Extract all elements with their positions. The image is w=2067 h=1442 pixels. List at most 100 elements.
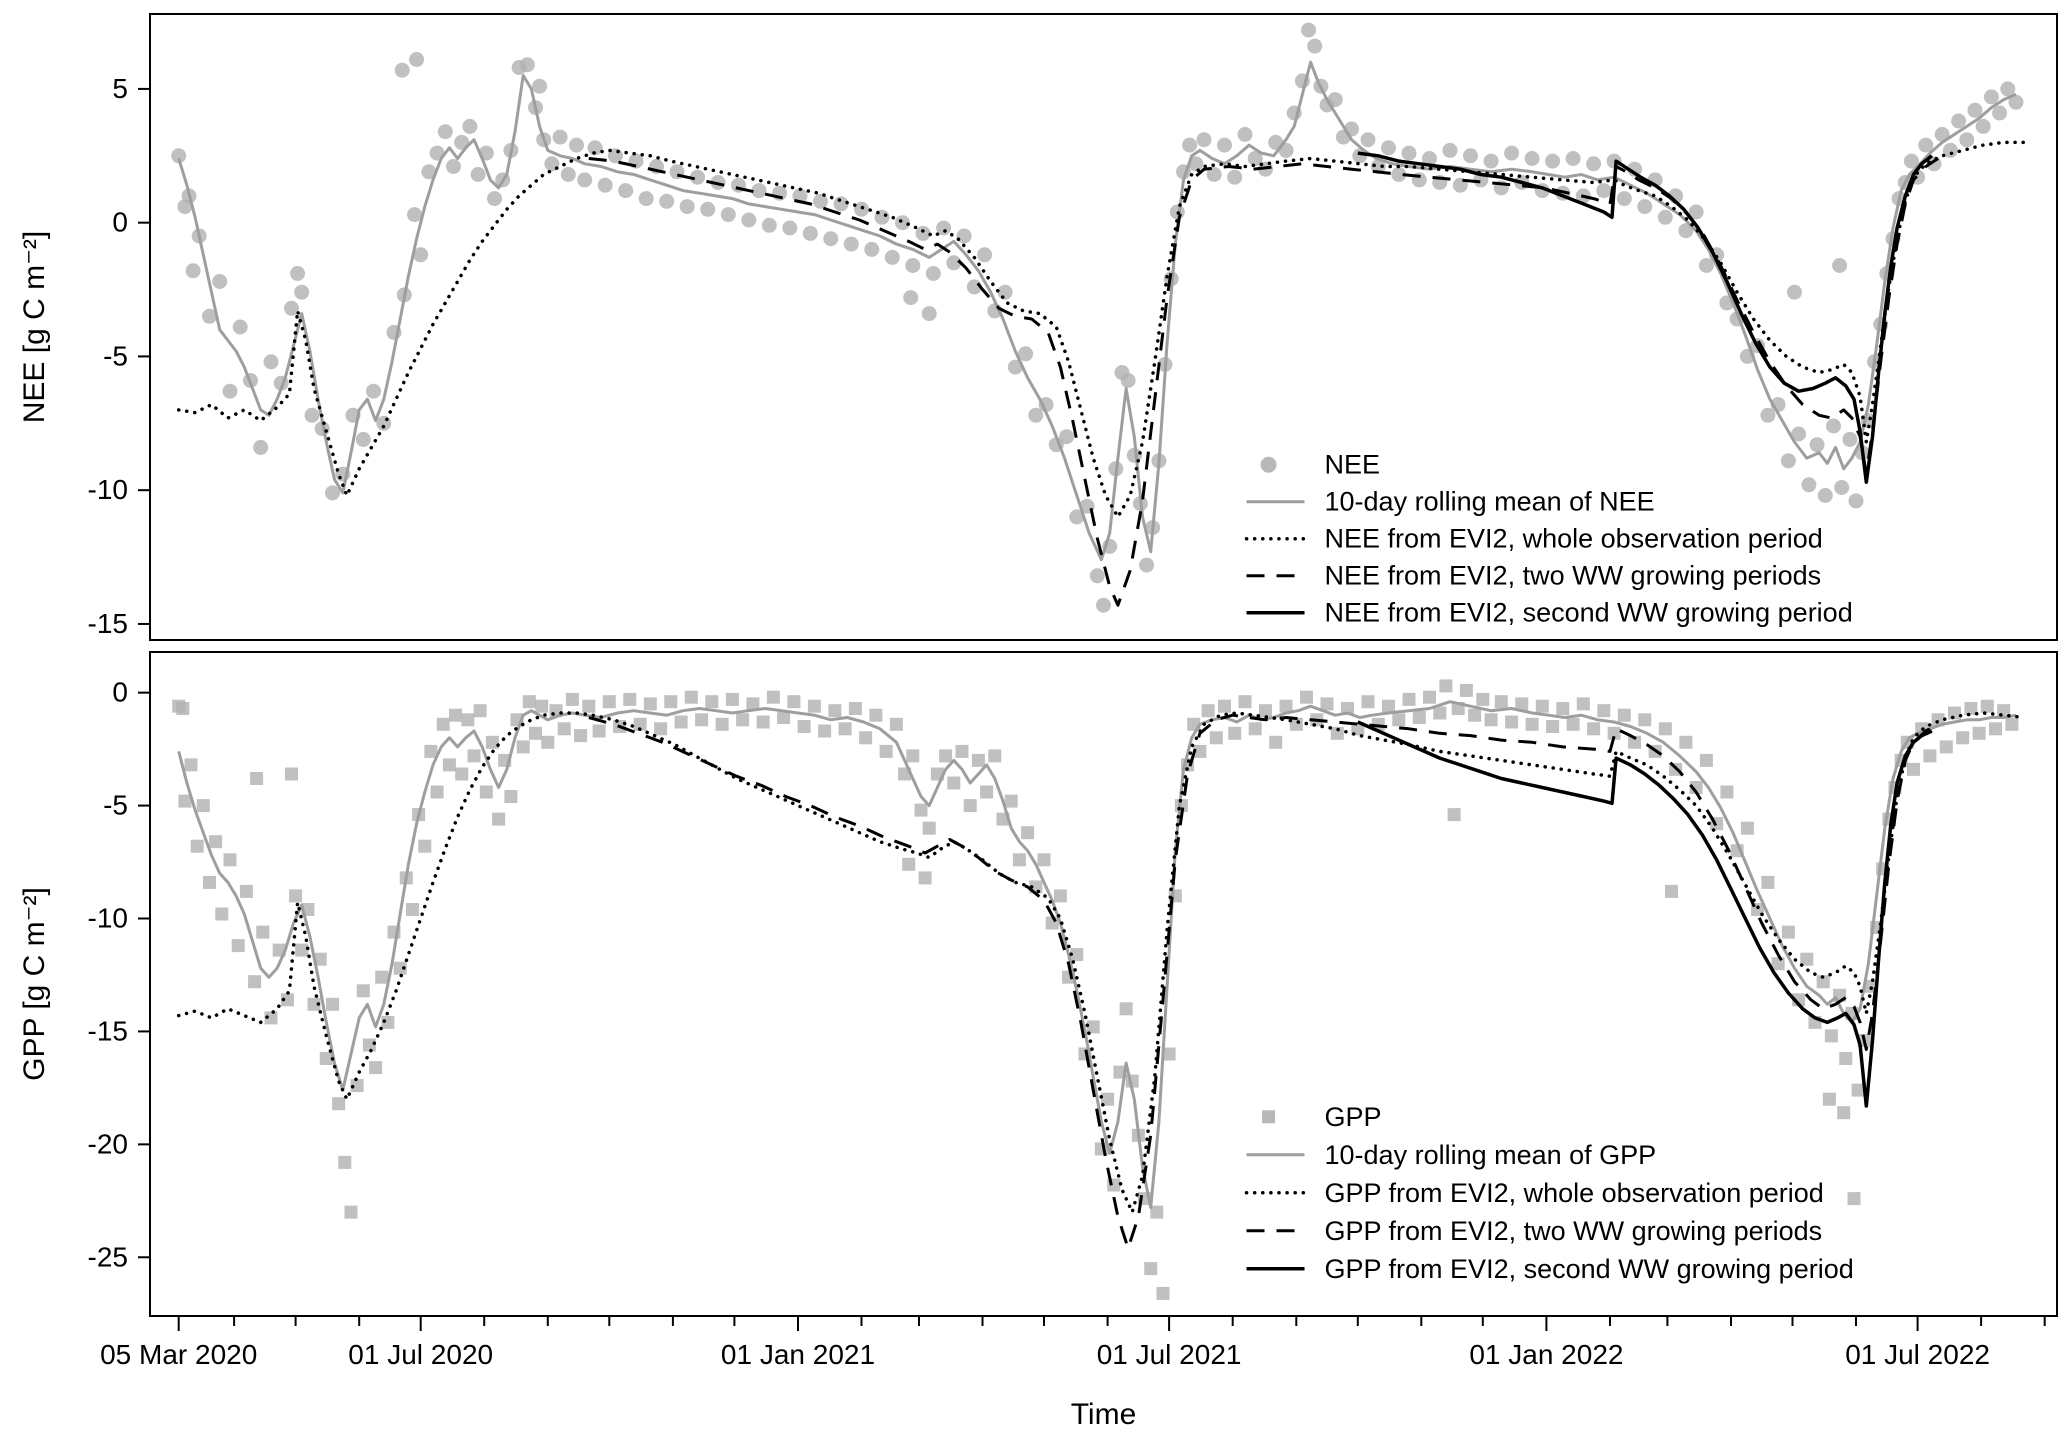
nee-point <box>751 183 767 199</box>
nee-point <box>690 169 705 185</box>
nee-point <box>290 266 306 281</box>
nee-point <box>946 255 962 271</box>
gpp-point <box>848 702 862 715</box>
gpp-point <box>1863 979 1877 993</box>
gpp-point <box>1238 695 1252 709</box>
nee-point <box>1327 92 1343 108</box>
y-tick-label: -25 <box>88 1241 128 1272</box>
nee-point <box>487 191 502 207</box>
nee-point <box>232 319 248 335</box>
nee-point <box>1188 156 1204 172</box>
gpp-point <box>2005 717 2019 731</box>
gpp-point <box>436 717 450 731</box>
gpp-point <box>1556 702 1570 715</box>
gpp-point <box>914 803 928 817</box>
gpp-point <box>939 749 953 763</box>
nee-point <box>2008 94 2024 110</box>
nee-point <box>1918 137 1934 153</box>
gpp-point <box>264 1011 278 1025</box>
nee-point <box>1832 258 1848 273</box>
nee-point <box>1959 132 1975 148</box>
gpp-point <box>535 699 549 713</box>
nee-point <box>1606 153 1622 169</box>
gpp-legend: GPP 10-day rolling mean of GPP GPP from EV… <box>1244 1102 1854 1284</box>
gpp-point <box>797 720 811 733</box>
nee-point <box>1817 488 1833 503</box>
nee-point <box>1596 183 1612 199</box>
gpp-point <box>256 925 270 939</box>
gpp-point <box>807 699 821 713</box>
nee-point <box>1586 156 1602 172</box>
gpp-point <box>1193 744 1207 758</box>
nee-plot-border <box>149 13 2058 641</box>
series-nee-from-evi2-two-ww-growing-periods <box>588 157 1939 607</box>
y-tick-label: 0 <box>112 207 128 238</box>
gpp-point <box>1402 692 1416 706</box>
nee-point <box>679 199 695 215</box>
gpp-point <box>1837 1106 1851 1120</box>
gpp-point <box>223 853 237 867</box>
gpp-point <box>980 785 994 799</box>
gpp-point <box>209 835 223 849</box>
nee-point <box>1848 493 1864 509</box>
gpp-point <box>473 704 487 718</box>
nee-point <box>462 118 478 134</box>
gpp-point <box>1341 702 1354 715</box>
nee-point <box>366 383 381 399</box>
legend-label: 10-day rolling mean of GPP <box>1325 1140 1657 1170</box>
nee-point <box>355 431 371 447</box>
gpp-point <box>522 695 536 709</box>
nee-point <box>720 207 736 223</box>
gpp-point <box>1012 853 1026 867</box>
nee-point <box>823 231 839 247</box>
gpp-point <box>393 961 407 975</box>
gpp-point <box>178 794 192 808</box>
gpp-point <box>922 821 936 835</box>
gpp-point <box>1086 1020 1100 1034</box>
nee-point <box>1069 509 1085 525</box>
gpp-point <box>313 952 327 966</box>
gpp-point <box>1119 1002 1133 1016</box>
gpp-point <box>1847 1192 1861 1206</box>
nee-point <box>1524 151 1540 166</box>
gpp-point <box>654 722 668 736</box>
nee-point <box>884 249 900 265</box>
gpp-point <box>643 697 657 711</box>
gpp-point <box>176 702 190 715</box>
gpp-point <box>1320 697 1334 711</box>
nee-point <box>1565 151 1581 166</box>
gpp-point <box>1679 735 1693 749</box>
gpp-point <box>350 1079 364 1093</box>
nee-point <box>921 306 937 322</box>
nee-point <box>394 62 410 78</box>
legend-label: GPP from EVI2, second WW growing period <box>1325 1254 1854 1284</box>
gpp-point <box>1816 975 1830 989</box>
gpp-point <box>1248 722 1262 736</box>
nee-point <box>1139 557 1155 573</box>
gpp-point <box>1351 722 1365 736</box>
nee-point <box>1391 167 1407 182</box>
nee-point <box>1801 477 1817 493</box>
nee-point <box>1934 126 1950 142</box>
gpp-point <box>1771 957 1785 971</box>
gpp-point <box>295 943 309 957</box>
gpp-point <box>1576 697 1590 711</box>
gpp-point <box>1607 726 1621 740</box>
nee-point <box>1826 418 1841 434</box>
nee-point <box>1206 167 1222 182</box>
nee-point <box>1301 22 1317 38</box>
gpp-point <box>1699 753 1713 767</box>
nee-point <box>1903 153 1919 169</box>
gpp-point <box>1948 706 1961 720</box>
gpp-point <box>1037 853 1051 867</box>
gpp-point <box>1800 952 1814 966</box>
gpp-point <box>1144 1262 1158 1276</box>
gpp-point <box>746 697 760 711</box>
gpp-point <box>1439 679 1453 693</box>
gpp-point <box>736 713 750 727</box>
gpp-point <box>190 839 204 853</box>
nee-point <box>905 258 921 273</box>
nee-point <box>284 300 299 316</box>
nee-point <box>1401 145 1417 161</box>
